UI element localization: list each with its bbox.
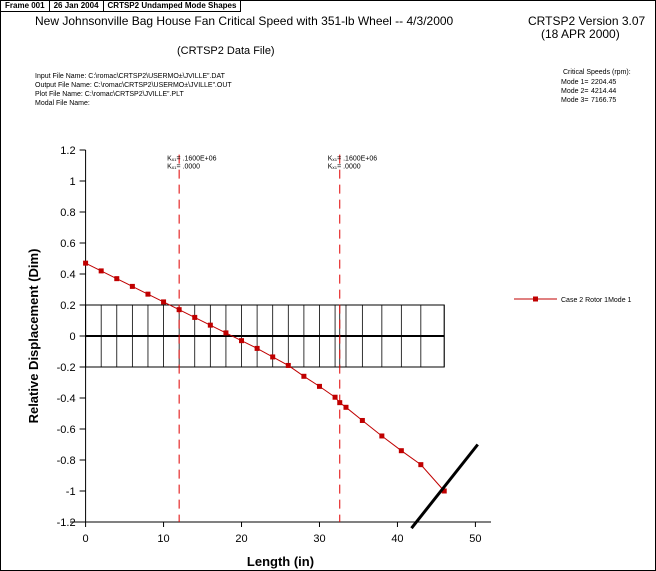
series-point — [145, 291, 151, 297]
series-point — [129, 283, 135, 289]
critical-speeds-title: Critical Speeds (rpm): — [563, 69, 631, 76]
series-point — [301, 373, 307, 379]
mode-2-label: Mode 2= — [561, 88, 589, 95]
y-tick-label: 0 — [69, 331, 75, 343]
y-tick-label: -0.2 — [57, 362, 76, 374]
series-point — [176, 307, 182, 313]
legend-label: Case 2 Rotor 1Mode 1 — [561, 297, 632, 304]
mode-3-label: Mode 3= — [561, 97, 589, 104]
y-tick-label: 0.4 — [60, 269, 75, 281]
mode-1-value: 2204.45 — [591, 79, 617, 86]
x-tick-label: 0 — [83, 533, 89, 545]
series-point — [161, 299, 167, 305]
series-point — [270, 354, 276, 360]
series-point — [114, 276, 120, 282]
y-tick-label: 0.2 — [60, 300, 75, 312]
series-point — [83, 260, 89, 266]
y-tick-label: 1.2 — [60, 145, 75, 157]
input-file-name: Input File Name: C:\romac\CRTSP2\USERMO±… — [35, 73, 225, 80]
series-point — [418, 462, 424, 468]
y-axis-label: Relative Displacement (Dim) — [26, 249, 41, 424]
x-axis-label: Length (in) — [247, 554, 314, 569]
banner-title: CRTSP2 Undamped Mode Shapes — [103, 1, 242, 12]
x-tick-label: 50 — [469, 533, 481, 545]
series-point — [332, 394, 338, 400]
legend-marker — [533, 296, 538, 302]
y-tick-label: -0.4 — [57, 393, 76, 405]
banner: Frame 001 26 Jan 2004 CRTSP2 Undamped Mo… — [1, 1, 242, 12]
output-file-name: Output File Name: C:\romac\CRTSP2\USERMO… — [35, 82, 232, 89]
series-point — [239, 338, 245, 344]
series-point — [343, 404, 349, 410]
y-tick-label: 1 — [69, 176, 75, 188]
bearing-stiffness-label: Kₓ₁= .1600E+06 — [167, 156, 217, 163]
series-point — [98, 268, 104, 274]
y-tick-label: -0.8 — [57, 455, 76, 467]
mode-2-value: 4214.44 — [591, 88, 617, 95]
x-tick-label: 10 — [157, 533, 169, 545]
y-tick-label: 0.6 — [60, 238, 75, 250]
modal-file-name: Modal File Name: — [35, 100, 90, 107]
plot-file-name: Plot File Name: C:\romac\CRTSP2\JVILLE”.… — [35, 91, 184, 98]
bearing-stiffness-label: Kₓ₁= .1600E+06 — [328, 156, 378, 163]
x-tick-label: 30 — [313, 533, 325, 545]
x-tick-label: 20 — [235, 533, 247, 545]
bearing-damping-label: Kₓ₁= .0000 — [167, 164, 200, 171]
series-point — [337, 400, 343, 406]
series-point — [316, 383, 322, 389]
banner-date: 26 Jan 2004 — [49, 1, 104, 12]
banner-frame: Frame 001 — [1, 1, 50, 12]
program-date: (18 APR 2000) — [541, 27, 620, 41]
series-line — [85, 262, 445, 492]
series-point — [379, 433, 385, 439]
y-tick-label: -1.2 — [57, 517, 76, 529]
series-point — [192, 314, 198, 320]
y-tick-label: -1 — [66, 486, 76, 498]
series-point — [254, 345, 260, 351]
series-point — [285, 362, 291, 368]
series-point — [207, 322, 213, 328]
bearing-damping-label: Kₓ₁= .0000 — [328, 164, 361, 171]
x-tick-label: 40 — [391, 533, 403, 545]
y-tick-label: -0.6 — [57, 424, 76, 436]
series-point — [359, 417, 365, 423]
slash-mark — [410, 443, 479, 530]
mode-3-value: 7166.75 — [591, 97, 617, 104]
series-point — [398, 448, 404, 454]
program-version: CRTSP2 Version 3.07 — [528, 14, 646, 28]
series-point — [223, 330, 229, 336]
series-point — [441, 488, 447, 494]
mode-1-label: Mode 1= — [561, 79, 589, 86]
y-tick-label: 0.8 — [60, 207, 75, 219]
chart-title: New Johnsonville Bag House Fan Critical … — [35, 14, 454, 28]
data-file-label: (CRTSP2 Data File) — [177, 45, 275, 57]
